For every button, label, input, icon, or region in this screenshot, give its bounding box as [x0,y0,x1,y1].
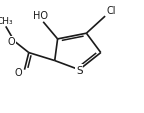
Text: O: O [8,37,15,47]
Text: CH₃: CH₃ [0,17,13,26]
Text: Cl: Cl [106,6,116,16]
Text: HO: HO [33,11,48,21]
Text: S: S [76,65,83,75]
Text: O: O [15,67,22,77]
